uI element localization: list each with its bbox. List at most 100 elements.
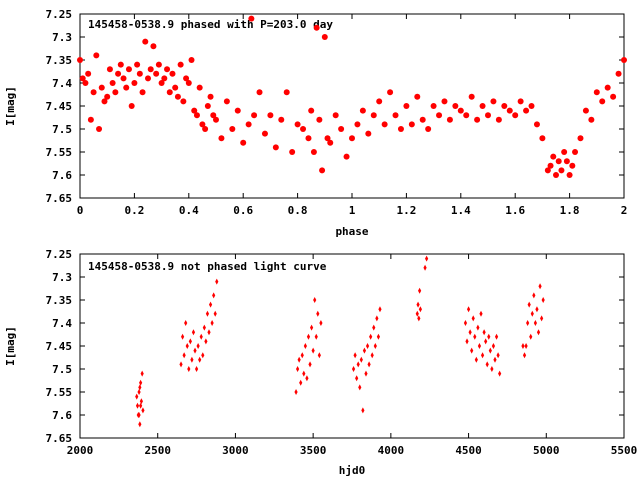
data-point (446, 116, 453, 123)
data-point (155, 61, 162, 68)
data-point (123, 84, 130, 91)
data-point (417, 315, 421, 322)
data-point (490, 366, 494, 372)
data-point (370, 112, 377, 119)
data-point (463, 112, 470, 119)
data-point (190, 356, 194, 363)
data-point (521, 343, 525, 349)
y-tick-label: 7.45 (46, 100, 73, 113)
data-point (536, 329, 541, 336)
data-point (512, 112, 519, 119)
y-tick-label: 7.55 (46, 146, 73, 159)
data-point (376, 98, 383, 105)
data-point (98, 84, 105, 91)
data-point (310, 149, 317, 155)
x-tick-label: 1 (349, 204, 356, 217)
data-point (599, 98, 606, 105)
data-point (112, 89, 119, 96)
data-point (188, 338, 192, 345)
data-point (302, 370, 306, 377)
data-point (212, 292, 216, 299)
data-point (139, 379, 143, 386)
data-point (563, 158, 570, 165)
data-point (185, 80, 192, 86)
data-point (466, 306, 471, 313)
x-tick-label: 2000 (67, 444, 94, 457)
data-point (392, 112, 399, 119)
data-point (303, 343, 307, 349)
data-point (487, 333, 491, 340)
data-point (441, 98, 448, 105)
data-point (474, 116, 481, 123)
data-point (300, 126, 307, 132)
data-point (495, 116, 502, 123)
data-point (87, 116, 94, 123)
x-tick-label: 0.4 (179, 204, 199, 217)
data-point (372, 324, 376, 331)
data-point (314, 333, 318, 340)
data-point (474, 356, 478, 363)
x-tick-label: 1.8 (560, 204, 580, 217)
data-point (177, 61, 184, 68)
data-point (452, 103, 459, 109)
data-point (485, 361, 489, 368)
data-point (425, 255, 429, 262)
unphased-light-curve-panel: 145458-0538.9 not phased light curve hjd… (4, 248, 637, 477)
data-point (471, 315, 475, 322)
data-point (317, 352, 321, 359)
data-point (415, 310, 419, 317)
chart-title: 145458-0538.9 not phased light curve (88, 260, 327, 273)
data-point (289, 149, 296, 155)
data-point (367, 361, 371, 368)
data-point (245, 121, 252, 128)
y-tick-label: 7.45 (46, 340, 73, 353)
data-point (215, 278, 219, 285)
y-tick-label: 7.65 (46, 192, 73, 205)
data-point (327, 139, 334, 146)
x-tick-label: 0.6 (233, 204, 253, 217)
data-point (381, 121, 388, 128)
y-tick-label: 7.3 (52, 31, 72, 44)
data-point (359, 356, 363, 363)
data-point (196, 343, 200, 349)
data-point (316, 310, 320, 317)
data-point (480, 352, 485, 359)
data-point (321, 34, 328, 40)
data-point (529, 333, 533, 340)
data-point (365, 343, 370, 349)
data-point (294, 389, 298, 395)
data-point (158, 80, 165, 86)
data-point (204, 103, 211, 109)
data-point (251, 112, 258, 119)
data-point (183, 75, 190, 82)
data-point (299, 379, 303, 386)
data-point (397, 126, 404, 132)
data-point (139, 89, 146, 96)
data-point (205, 310, 210, 317)
data-point (582, 107, 589, 114)
y-tick-label: 7.25 (46, 248, 73, 261)
data-point (199, 333, 203, 340)
data-point (468, 93, 475, 100)
data-point (305, 135, 312, 142)
data-point (191, 329, 196, 336)
data-point (109, 80, 116, 86)
data-point (403, 103, 410, 109)
data-point (138, 421, 142, 428)
data-point (349, 135, 355, 142)
data-point (283, 89, 290, 96)
data-point (408, 121, 415, 128)
data-point (358, 384, 362, 391)
data-point (218, 135, 225, 142)
data-point (306, 333, 311, 340)
data-point (248, 15, 255, 22)
data-point (204, 338, 208, 345)
data-point (343, 153, 350, 160)
data-point (496, 352, 500, 359)
data-point (313, 297, 317, 303)
data-point (485, 112, 491, 119)
y-tick-label: 7.55 (46, 386, 73, 399)
chart-title: 145458-0538.9 phased with P=203.0 day (88, 18, 333, 31)
data-point (194, 366, 199, 372)
